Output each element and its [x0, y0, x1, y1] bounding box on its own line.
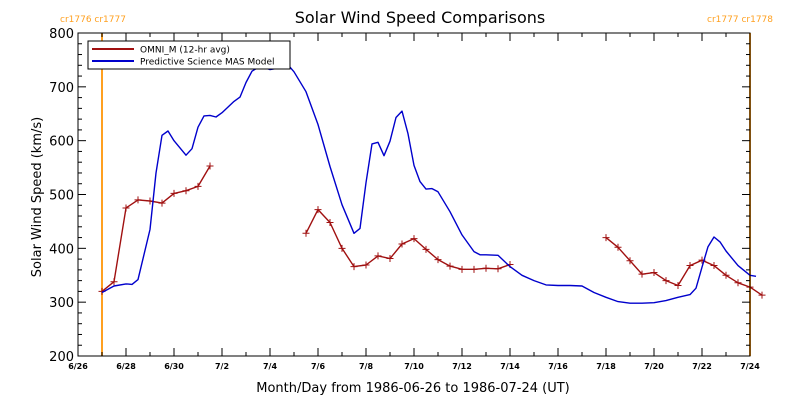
- series-layer: [98, 63, 766, 304]
- omni-data-point: [674, 281, 682, 289]
- omni-data-point: [134, 196, 142, 204]
- omni-data-point: [182, 187, 190, 195]
- omni-data-point: [434, 256, 442, 264]
- y-axis-label: Solar Wind Speed (km/s): [30, 117, 45, 277]
- y-tick-label-400: 400: [49, 242, 74, 257]
- y-tick-label-700: 700: [49, 81, 74, 96]
- x-tick-label-6/30: 6/30: [164, 362, 184, 371]
- omni-data-point: [638, 270, 646, 278]
- omni-data-point: [614, 243, 622, 251]
- omni-data-point: [470, 265, 478, 273]
- omni-data-point: [494, 265, 502, 273]
- omni-data-point: [758, 291, 766, 299]
- legend-box: [87, 40, 291, 70]
- y-tick-label-500: 500: [49, 189, 74, 204]
- x-axis: 6/26 6/28 6/30 7/2 7/4 7/6 7/8 7/10 7/12 7/14 7/16…: [68, 33, 760, 371]
- omni-line-segment-0: [101, 165, 211, 292]
- omni-data-point: [122, 204, 130, 212]
- omni-data-point: [446, 262, 454, 270]
- omni-data-point: [374, 252, 382, 260]
- omni-data-point: [206, 162, 214, 170]
- x-tick-label-7/24: 7/24: [740, 362, 760, 371]
- omni-data-point: [626, 257, 634, 265]
- x-tick-label-7/14: 7/14: [500, 362, 520, 371]
- omni-line-segment-2: [605, 237, 763, 296]
- omni-data-point: [194, 182, 202, 190]
- legend-label-model: Predictive Science MAS Model: [140, 58, 275, 68]
- omni-data-point: [422, 245, 430, 253]
- omni-data-point: [314, 206, 322, 214]
- y-tick-label-300: 300: [49, 296, 74, 311]
- x-tick-label-7/2: 7/2: [215, 362, 229, 371]
- x-tick-label-7/22: 7/22: [692, 362, 712, 371]
- x-tick-label-7/10: 7/10: [404, 362, 424, 371]
- y-tick-label-800: 800: [49, 27, 74, 42]
- x-tick-label-7/4: 7/4: [263, 362, 277, 371]
- x-tick-label-7/16: 7/16: [548, 362, 568, 371]
- omni-data-point: [458, 265, 466, 273]
- omni-data-point: [326, 218, 334, 226]
- carrington-label: cr1777 cr1778: [707, 15, 773, 25]
- omni-data-point: [362, 261, 370, 269]
- plot-frame: [77, 32, 751, 357]
- omni-data-point: [338, 244, 346, 252]
- x-tick-label-7/18: 7/18: [596, 362, 616, 371]
- x-tick-label-7/12: 7/12: [452, 362, 472, 371]
- omni-data-point: [686, 262, 694, 270]
- carrington-label: cr1776 cr1777: [60, 15, 126, 25]
- omni-data-point: [170, 189, 178, 197]
- model-line-segment-0: [101, 63, 757, 304]
- omni-data-point: [602, 234, 610, 242]
- omni-data-point: [386, 255, 394, 263]
- omni-line-segment-1: [305, 208, 511, 270]
- x-tick-label-6/28: 6/28: [116, 362, 136, 371]
- omni-data-point: [710, 262, 718, 270]
- omni-data-point: [398, 240, 406, 248]
- x-tick-label-7/20: 7/20: [644, 362, 664, 371]
- y-tick-label-600: 600: [49, 135, 74, 150]
- omni-data-point: [158, 199, 166, 207]
- chart-title: Solar Wind Speed Comparisons: [295, 8, 546, 27]
- x-axis-label: Month/Day from 1986-06-26 to 1986-07-24 …: [256, 381, 569, 396]
- x-tick-label-7/8: 7/8: [359, 362, 373, 371]
- omni-data-point: [350, 263, 358, 271]
- legend: OMNI_M (12-hr avg) Predictive Science MAS…: [87, 40, 291, 70]
- y-axis: 200 300 400 500 600 700 800: [49, 27, 750, 365]
- omni-data-point: [110, 278, 118, 286]
- omni-data-point: [410, 235, 418, 243]
- x-tick-label-7/6: 7/6: [311, 362, 325, 371]
- legend-label-omni: OMNI_M (12-hr avg): [140, 46, 230, 56]
- omni-data-point: [482, 264, 490, 272]
- omni-data-point: [662, 277, 670, 285]
- omni-data-point: [650, 269, 658, 277]
- omni-data-point: [302, 229, 310, 237]
- omni-data-point: [734, 279, 742, 287]
- omni-data-point: [722, 271, 730, 279]
- x-tick-label-6/26: 6/26: [68, 362, 88, 371]
- y-tick-label-200: 200: [49, 350, 74, 365]
